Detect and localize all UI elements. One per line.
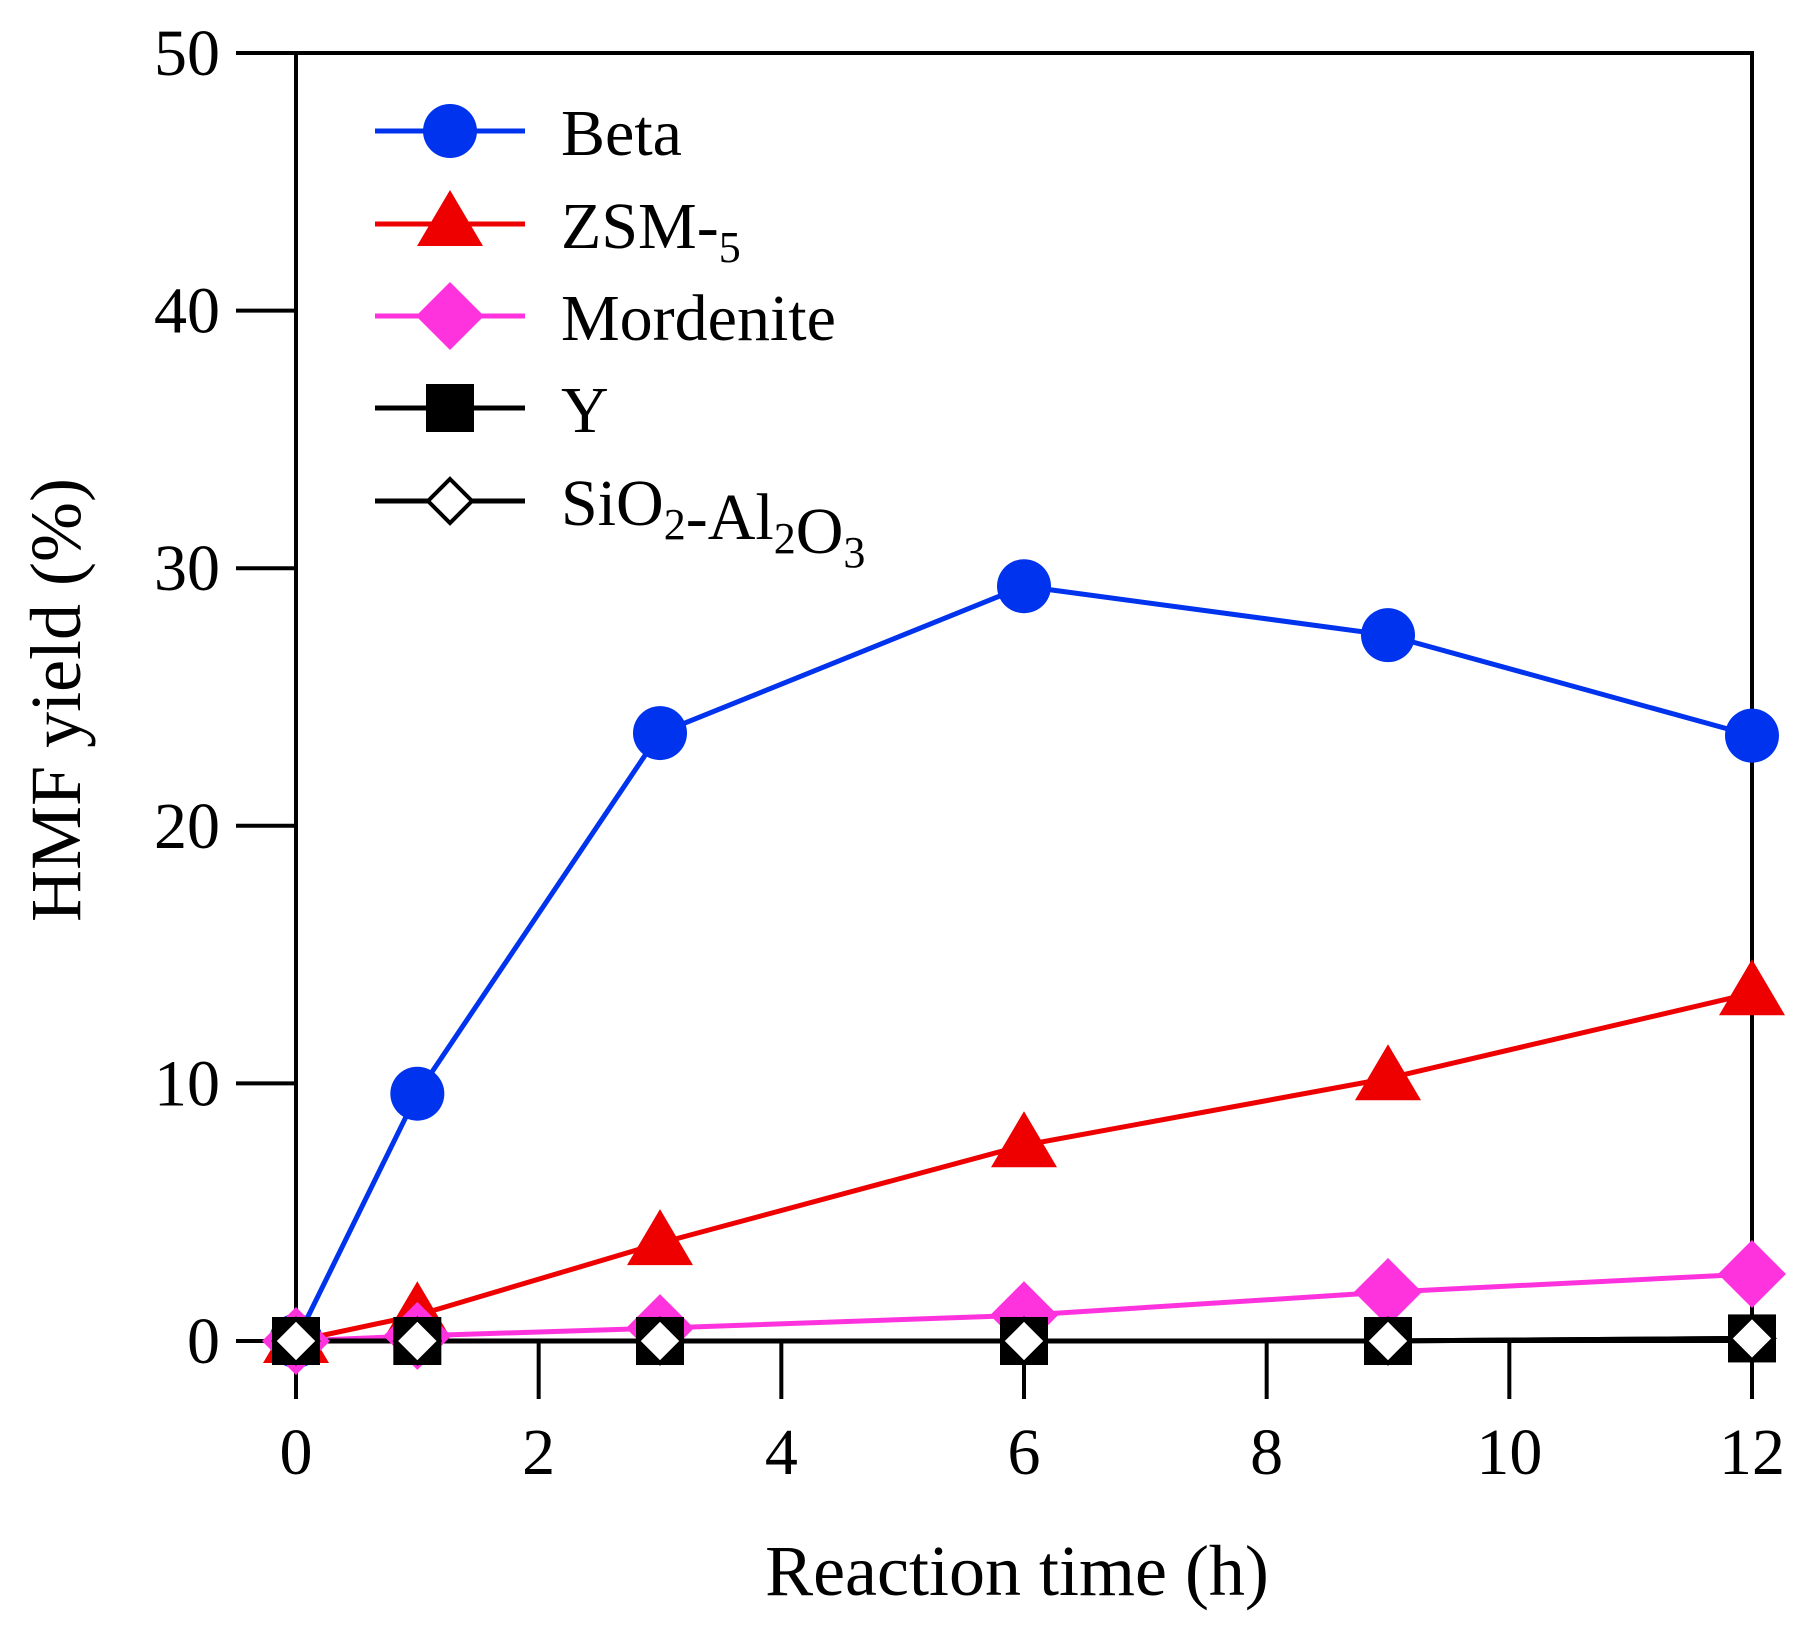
legend-item: SiO2-Al2O3 [375, 467, 865, 577]
legend-marker [425, 476, 475, 526]
legend-label: Y [561, 374, 609, 447]
x-axis: 0 2 4 6 8 10 12 [280, 1341, 1785, 1489]
data-point-zsm-5 [1355, 1044, 1421, 1101]
x-tick-label: 4 [765, 1416, 798, 1489]
legend-item: ZSM-5 [375, 190, 741, 272]
data-point-beta [1361, 608, 1415, 663]
x-tick-label: 10 [1476, 1416, 1542, 1489]
x-tick-label: 6 [1008, 1416, 1041, 1489]
x-tick-label: 8 [1250, 1416, 1283, 1489]
legend-label: SiO2-Al2O3 [561, 467, 865, 577]
x-tick-label: 2 [522, 1416, 555, 1489]
legend-label: ZSM-5 [561, 190, 741, 272]
data-point-beta [633, 706, 687, 761]
x-axis-label: Reaction time (h) [765, 1531, 1269, 1611]
legend-item: Beta [375, 97, 682, 170]
series-markers [262, 559, 1786, 1375]
y-tick-label: 50 [154, 17, 220, 90]
y-tick-label: 10 [154, 1047, 220, 1120]
data-point-zsm-5 [627, 1209, 693, 1266]
y-tick-label: 30 [154, 532, 220, 605]
data-point-sio2-al2o3 [271, 1316, 321, 1366]
y-axis: 0 10 20 30 40 50 [154, 17, 296, 1378]
data-point-sio2-al2o3 [392, 1316, 443, 1366]
x-tick-label: 0 [280, 1416, 313, 1489]
x-tick-label: 12 [1719, 1416, 1785, 1489]
legend-item: Mordenite [375, 282, 836, 355]
data-point-sio2-al2o3 [1363, 1316, 1413, 1366]
data-point-beta [390, 1066, 445, 1121]
data-point-mordenite [1354, 1258, 1422, 1327]
series-line-beta [293, 583, 1753, 1343]
legend-item: Y [375, 374, 609, 447]
legend-marker [416, 282, 484, 350]
legend-marker [423, 104, 477, 158]
data-point-mordenite [1718, 1240, 1786, 1309]
y-axis-label: HMF yield (%) [16, 478, 96, 922]
series-lines [293, 583, 1753, 1344]
legend-marker [426, 384, 474, 432]
y-tick-label: 0 [187, 1305, 220, 1378]
data-point-sio2-al2o3 [1727, 1313, 1777, 1364]
data-point-zsm-5 [991, 1111, 1057, 1168]
y-tick-label: 20 [154, 790, 220, 863]
data-point-sio2-al2o3 [635, 1316, 685, 1366]
legend-label: Mordenite [561, 282, 836, 355]
legend-marker [417, 190, 483, 246]
legend: Beta ZSM-5 Mordenite Y SiO2-Al2O3 [375, 97, 865, 577]
legend-label: Beta [561, 97, 682, 170]
data-point-zsm-5 [1719, 959, 1785, 1016]
y-tick-label: 40 [154, 275, 220, 348]
data-point-beta [997, 559, 1051, 614]
data-point-beta [1725, 708, 1779, 763]
data-point-sio2-al2o3 [999, 1316, 1049, 1366]
